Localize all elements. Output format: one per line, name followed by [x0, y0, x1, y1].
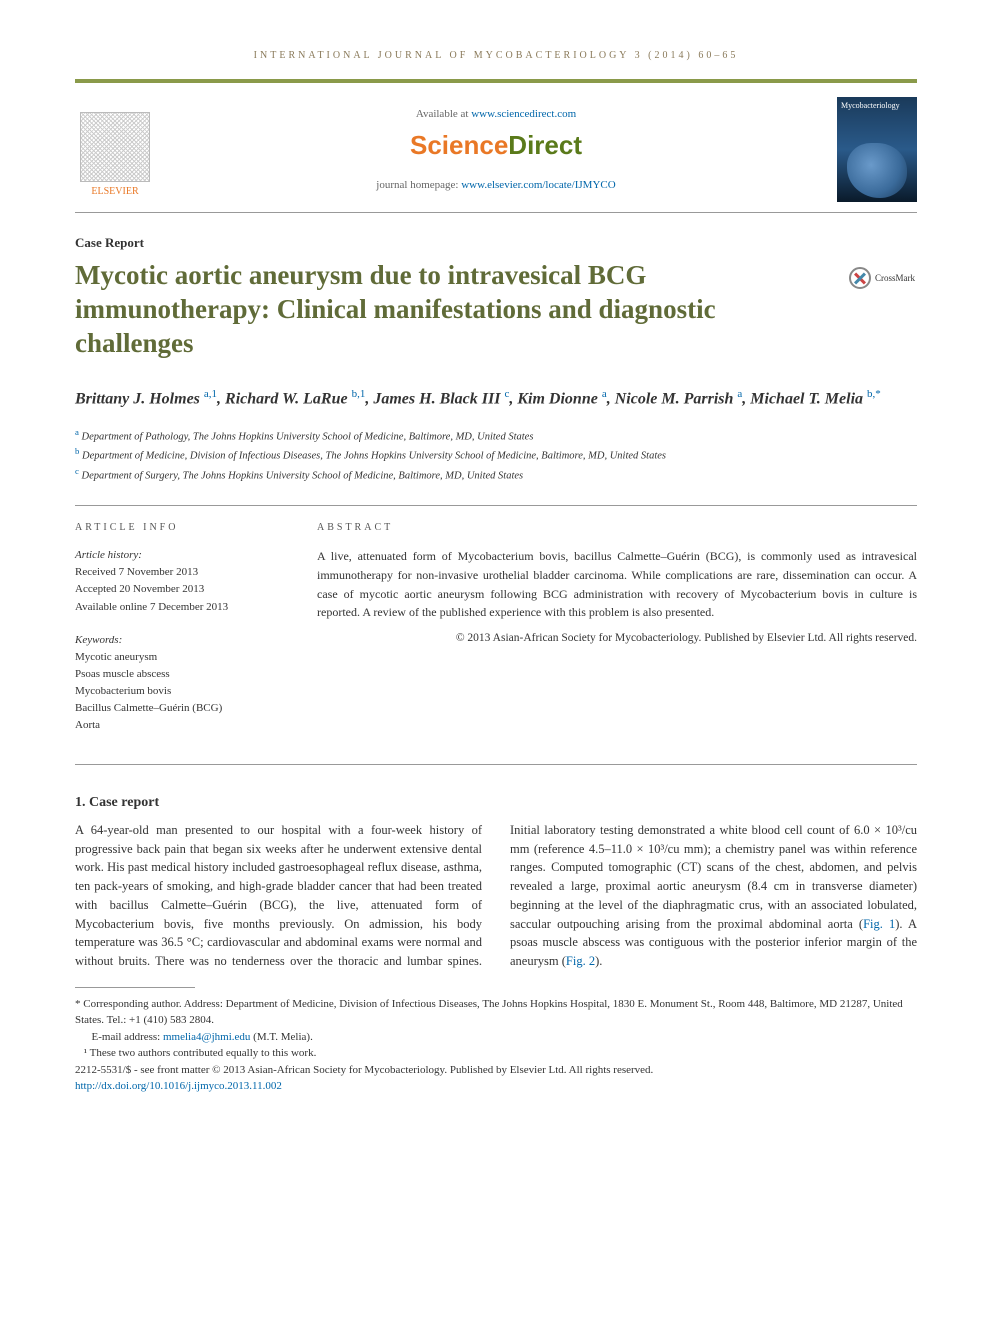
body-text-columns: A 64-year-old man presented to our hospi… [75, 821, 917, 971]
sciencedirect-logo[interactable]: ScienceDirect [169, 130, 823, 161]
author-list: Brittany J. Holmes a,1, Richard W. LaRue… [75, 386, 917, 411]
journal-homepage-line: journal homepage: www.elsevier.com/locat… [169, 179, 823, 191]
abstract-copyright: © 2013 Asian-African Society for Mycobac… [317, 630, 917, 646]
body-text-run: ). [595, 954, 602, 968]
elsevier-tree-icon [80, 112, 150, 182]
page-container: International Journal of Mycobacteriolog… [0, 0, 992, 1135]
abstract-label: ABSTRACT [317, 520, 917, 536]
cover-art-icon [847, 143, 907, 198]
journal-homepage-link[interactable]: www.elsevier.com/locate/IJMYCO [461, 179, 615, 191]
journal-cover-thumbnail[interactable]: Mycobacteriology [837, 97, 917, 202]
article-info-column: ARTICLE INFO Article history: Received 7… [75, 506, 285, 764]
corresponding-author-note: * Corresponding author. Address: Departm… [75, 996, 917, 1029]
abstract-text: A live, attenuated form of Mycobacterium… [317, 547, 917, 621]
doi-link[interactable]: http://dx.doi.org/10.1016/j.ijmyco.2013.… [75, 1080, 282, 1092]
cover-title: Mycobacteriology [841, 101, 913, 110]
affiliations: a Department of Pathology, The Johns Hop… [75, 426, 917, 485]
elsevier-logo[interactable]: ELSEVIER [75, 102, 155, 197]
body-text-run: A 64-year-old man presented to our hospi… [75, 823, 482, 968]
article-info-label: ARTICLE INFO [75, 520, 285, 536]
affiliation-line: c Department of Surgery, The Johns Hopki… [75, 465, 917, 485]
available-at-line: Available at www.sciencedirect.com [169, 108, 823, 120]
footnotes-block: * Corresponding author. Address: Departm… [75, 996, 917, 1095]
section-heading-case-report: 1. Case report [75, 795, 917, 811]
keyword-item: Psoas muscle abscess [75, 666, 285, 683]
keyword-item: Aorta [75, 717, 285, 734]
homepage-prefix: journal homepage: [376, 179, 461, 191]
keyword-item: Mycotic aneurysm [75, 649, 285, 666]
elsevier-label: ELSEVIER [91, 186, 138, 197]
abstract-column: ABSTRACT A live, attenuated form of Myco… [317, 506, 917, 764]
sd-logo-part-a: Science [410, 130, 508, 160]
email-line: E-mail address: mmelia4@jhmi.edu (M.T. M… [75, 1029, 917, 1046]
affiliation-line: a Department of Pathology, The Johns Hop… [75, 426, 917, 446]
keyword-item: Bacillus Calmette–Guérin (BCG) [75, 700, 285, 717]
body-paragraph: A 64-year-old man presented to our hospi… [75, 821, 917, 971]
masthead: ELSEVIER Available at www.sciencedirect.… [75, 79, 917, 213]
email-suffix: (M.T. Melia). [250, 1031, 312, 1043]
history-title: Article history: [75, 547, 285, 564]
sciencedirect-url-link[interactable]: www.sciencedirect.com [471, 108, 576, 120]
email-label: E-mail address: [92, 1031, 163, 1043]
article-history-block: Article history: Received 7 November 201… [75, 547, 285, 615]
info-abstract-row: ARTICLE INFO Article history: Received 7… [75, 505, 917, 765]
footnote-rule [75, 987, 195, 988]
history-line: Received 7 November 2013 [75, 564, 285, 581]
crossmark-badge[interactable]: CrossMark [849, 267, 917, 289]
issn-copyright-line: 2212-5531/$ - see front matter © 2013 As… [75, 1062, 917, 1079]
history-line: Accepted 20 November 2013 [75, 581, 285, 598]
available-prefix: Available at [416, 108, 471, 120]
article-type-label: Case Report [75, 235, 917, 251]
keywords-title: Keywords: [75, 632, 285, 649]
keywords-block: Keywords: Mycotic aneurysmPsoas muscle a… [75, 632, 285, 734]
article-title: Mycotic aortic aneurysm due to intravesi… [75, 259, 829, 360]
sd-logo-part-b: Direct [508, 130, 582, 160]
figure-2-link[interactable]: Fig. 2 [566, 954, 595, 968]
crossmark-label: CrossMark [875, 273, 915, 283]
history-line: Available online 7 December 2013 [75, 599, 285, 616]
figure-1-link[interactable]: Fig. 1 [863, 917, 895, 931]
equal-contribution-note: ¹ These two authors contributed equally … [75, 1045, 917, 1062]
keyword-item: Mycobacterium bovis [75, 683, 285, 700]
masthead-center: Available at www.sciencedirect.com Scien… [169, 108, 823, 191]
email-link[interactable]: mmelia4@jhmi.edu [163, 1031, 250, 1043]
affiliation-line: b Department of Medicine, Division of In… [75, 445, 917, 465]
title-row: Mycotic aortic aneurysm due to intravesi… [75, 259, 917, 386]
running-header: International Journal of Mycobacteriolog… [75, 50, 917, 61]
crossmark-icon [849, 267, 871, 289]
